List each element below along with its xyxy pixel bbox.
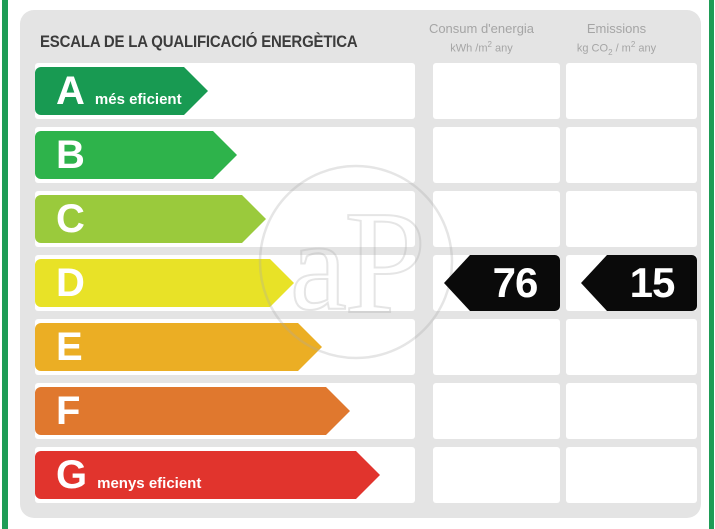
bar-letter: E <box>56 325 83 369</box>
rating-row-g: G menys eficient <box>35 447 701 503</box>
rating-row-a: A més eficient <box>35 63 701 119</box>
rating-row-d: D 76 15 <box>35 255 701 311</box>
bar-letter: F <box>56 389 81 433</box>
rating-bar-e: E <box>35 323 322 371</box>
bar-letter: C <box>56 197 85 241</box>
consumption-cell <box>433 191 560 247</box>
emissions-header-unit: kg CO2 / m2 any <box>576 40 657 57</box>
energy-scale-panel: ESCALA DE LA QUALIFICACIÓ ENERGÈTICA Con… <box>20 10 701 518</box>
left-border-stripe <box>2 0 8 529</box>
rating-bar-c: C <box>35 195 266 243</box>
emissions-cell <box>566 383 697 439</box>
right-border-stripe <box>709 0 714 529</box>
bar-label: més eficient <box>94 91 182 108</box>
consumption-cell <box>433 383 560 439</box>
emissions-column-header: Emissions kg CO2 / m2 any <box>551 20 682 60</box>
emissions-value-chip: 15 <box>581 255 697 311</box>
page-title: ESCALA DE LA QUALIFICACIÓ ENERGÈTICA <box>40 32 358 51</box>
rating-bar-a: A més eficient <box>35 67 208 115</box>
emissions-cell <box>566 447 697 503</box>
bar-track: F <box>35 383 415 439</box>
consumption-value-chip: 76 <box>444 255 560 311</box>
rating-row-e: E <box>35 319 701 375</box>
rating-bar-d: D <box>35 259 294 307</box>
bar-letter: D <box>56 261 85 305</box>
emissions-value: 15 <box>629 259 676 306</box>
emissions-header-label: Emissions <box>586 21 647 36</box>
rating-bar-g: G menys eficient <box>35 451 380 499</box>
bar-letter: B <box>56 133 85 177</box>
consumption-cell <box>433 127 560 183</box>
bar-track: E <box>35 319 415 375</box>
rating-bar-f: F <box>35 387 350 435</box>
consumption-header-label: Consum d'energia <box>428 21 535 36</box>
consumption-column-header: Consum d'energia kWh /m2 any <box>418 20 545 57</box>
consumption-cell <box>433 447 560 503</box>
bar-letter: A <box>56 69 85 113</box>
bar-track: C <box>35 191 415 247</box>
rating-row-c: C <box>35 191 701 247</box>
rating-row-f: F <box>35 383 701 439</box>
bar-letter: G <box>56 453 88 497</box>
bar-track: G menys eficient <box>35 447 415 503</box>
rating-bar-b: B <box>35 131 237 179</box>
bar-track: D <box>35 255 415 311</box>
consumption-value: 76 <box>492 259 539 306</box>
bar-track: B <box>35 127 415 183</box>
emissions-cell <box>566 63 697 119</box>
emissions-cell <box>566 191 697 247</box>
consumption-header-unit: kWh /m2 any <box>450 40 513 55</box>
emissions-cell <box>566 127 697 183</box>
rating-row-b: B <box>35 127 701 183</box>
emissions-cell <box>566 319 697 375</box>
emissions-cell: 15 <box>566 255 697 311</box>
bar-track: A més eficient <box>35 63 415 119</box>
bar-label: menys eficient <box>97 475 202 492</box>
consumption-cell: 76 <box>433 255 560 311</box>
consumption-cell <box>433 63 560 119</box>
consumption-cell <box>433 319 560 375</box>
